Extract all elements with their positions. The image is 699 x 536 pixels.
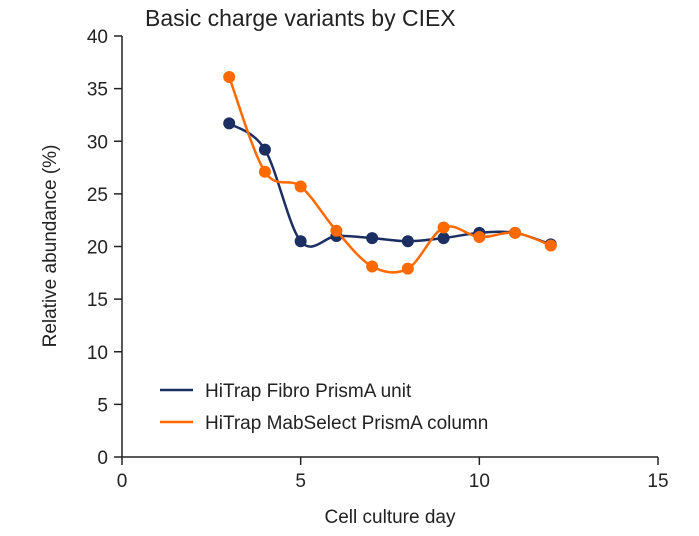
- y-tick-label: 35: [87, 80, 108, 101]
- x-tick-label: 15: [647, 471, 668, 492]
- legend-item: HiTrap MabSelect PrismA column: [160, 413, 488, 434]
- data-point: [258, 143, 271, 156]
- data-point: [223, 71, 236, 84]
- data-point: [401, 262, 414, 275]
- data-point: [294, 180, 307, 193]
- data-point: [509, 226, 522, 239]
- y-tick-label: 25: [87, 185, 108, 206]
- y-tick-label: 15: [87, 290, 108, 311]
- data-point: [330, 224, 343, 237]
- legend-label: HiTrap Fibro PrismA unit: [205, 381, 412, 402]
- data-point: [294, 235, 307, 248]
- series-line: [228, 122, 552, 248]
- data-point: [473, 231, 486, 244]
- series-1: [223, 71, 557, 275]
- y-tick-label: 20: [87, 238, 108, 259]
- series-0: [223, 117, 557, 251]
- x-tick-label: 5: [295, 471, 306, 492]
- x-axis-label: Cell culture day: [325, 507, 456, 528]
- data-point: [437, 232, 450, 245]
- chart-title: Basic charge variants by CIEX: [145, 5, 456, 31]
- y-axis-label: Relative abundance (%): [40, 145, 61, 348]
- y-tick-label: 5: [97, 395, 108, 416]
- data-point: [366, 260, 379, 273]
- data-point: [437, 221, 450, 234]
- data-point: [401, 235, 414, 248]
- series-line: [228, 76, 552, 274]
- x-tick-label: 10: [469, 471, 490, 492]
- data-point: [366, 232, 379, 245]
- data-point: [258, 165, 271, 178]
- y-tick-label: 0: [97, 448, 108, 469]
- y-tick-label: 30: [87, 132, 108, 153]
- legend-item: HiTrap Fibro PrismA unit: [160, 381, 412, 402]
- data-point: [223, 117, 236, 130]
- y-tick-label: 10: [87, 343, 108, 364]
- y-tick-label: 40: [87, 27, 108, 48]
- legend-label: HiTrap MabSelect PrismA column: [205, 413, 488, 434]
- data-point: [544, 239, 557, 252]
- x-tick-label: 0: [117, 471, 128, 492]
